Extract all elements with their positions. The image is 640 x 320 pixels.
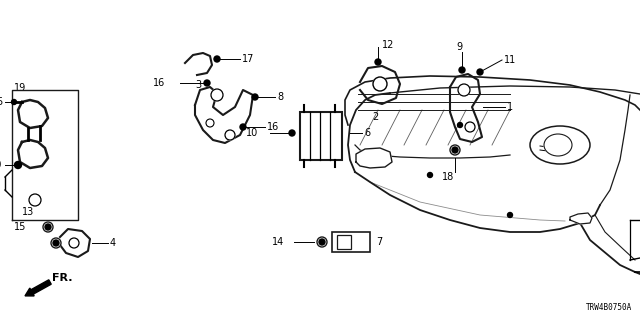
Circle shape [319, 239, 325, 245]
Polygon shape [356, 148, 392, 168]
Text: 11: 11 [504, 55, 516, 65]
Circle shape [458, 84, 470, 96]
Circle shape [450, 145, 460, 155]
Text: 4: 4 [110, 238, 116, 248]
Circle shape [465, 122, 475, 132]
Text: 12: 12 [382, 40, 394, 50]
Circle shape [53, 240, 59, 246]
Text: 16: 16 [153, 78, 165, 88]
Text: 2: 2 [372, 112, 378, 122]
Text: 13: 13 [22, 207, 35, 217]
Text: 16: 16 [267, 122, 279, 132]
Circle shape [458, 123, 463, 127]
Circle shape [252, 94, 258, 100]
Circle shape [317, 237, 327, 247]
Circle shape [459, 67, 465, 73]
Circle shape [15, 162, 22, 169]
Text: 14: 14 [272, 237, 284, 247]
Circle shape [452, 147, 458, 153]
FancyArrow shape [25, 280, 51, 296]
Text: 17: 17 [242, 54, 254, 64]
Circle shape [51, 238, 61, 248]
Bar [337, 235, 351, 249]
Circle shape [45, 224, 51, 230]
Text: 6: 6 [364, 128, 370, 138]
Text: 9: 9 [456, 42, 462, 52]
Polygon shape [570, 213, 592, 224]
Circle shape [477, 69, 483, 75]
Text: TRW4B0750A: TRW4B0750A [586, 303, 632, 312]
Text: 5: 5 [0, 97, 2, 107]
Text: 10: 10 [246, 128, 259, 138]
Circle shape [204, 80, 210, 86]
Circle shape [43, 222, 53, 232]
Circle shape [29, 194, 41, 206]
Ellipse shape [530, 126, 590, 164]
Text: 3: 3 [195, 80, 201, 90]
Circle shape [240, 124, 246, 130]
Circle shape [375, 59, 381, 65]
Bar [332, 232, 370, 252]
Circle shape [373, 77, 387, 91]
Circle shape [206, 119, 214, 127]
Text: 8: 8 [277, 92, 283, 102]
Circle shape [211, 89, 223, 101]
Circle shape [508, 212, 513, 218]
Circle shape [428, 172, 433, 178]
Circle shape [225, 130, 235, 140]
Bar [300, 112, 342, 160]
Text: 19: 19 [14, 83, 26, 93]
Text: 15: 15 [14, 222, 26, 232]
Circle shape [289, 130, 295, 136]
Text: 7: 7 [376, 237, 382, 247]
Text: 18: 18 [442, 172, 454, 182]
Circle shape [214, 56, 220, 62]
Text: 1: 1 [507, 102, 513, 112]
Text: FR.: FR. [52, 273, 72, 283]
Circle shape [69, 238, 79, 248]
Ellipse shape [544, 134, 572, 156]
Circle shape [12, 100, 17, 105]
Text: 20: 20 [0, 160, 2, 170]
